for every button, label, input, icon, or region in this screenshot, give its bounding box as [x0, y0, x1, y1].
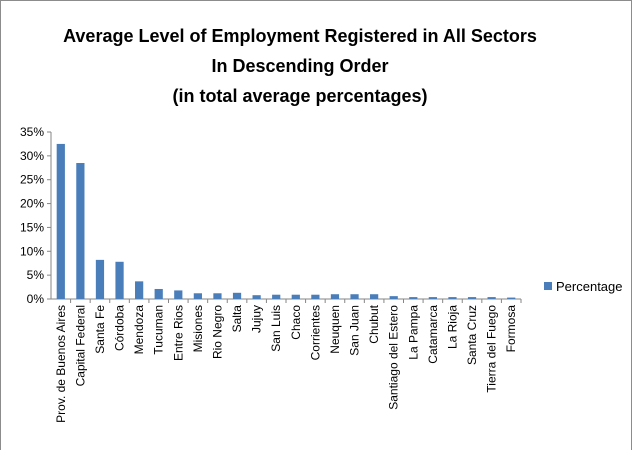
category-label: Tucuman	[152, 305, 166, 355]
bar	[135, 281, 144, 299]
bar	[252, 295, 261, 299]
category-label: Santiago del Estero	[387, 305, 401, 410]
chart-title-line-3: (in total average percentages)	[172, 86, 428, 106]
bar	[389, 296, 398, 299]
y-tick-label: 10%	[20, 244, 44, 258]
category-label: Misiones	[191, 305, 205, 352]
category-label: Salta	[230, 305, 244, 333]
category-label: Tierra del Fuego	[485, 305, 499, 393]
category-label: San Luis	[269, 305, 283, 352]
bar	[291, 294, 300, 299]
bar	[56, 143, 65, 299]
bar	[467, 297, 477, 299]
category-label: Catamarca	[426, 305, 440, 364]
bar	[350, 294, 359, 299]
bar	[487, 297, 496, 299]
chart-title-line-1: Average Level of Employment Registered i…	[63, 26, 537, 46]
bar	[330, 294, 340, 299]
category-label: La Rioja	[445, 305, 459, 349]
category-label: Capital Federal	[73, 305, 87, 386]
bar	[311, 294, 320, 299]
y-tick-label: 5%	[27, 268, 45, 282]
bar	[193, 293, 202, 299]
legend-label: Percentage	[556, 279, 623, 294]
bar	[115, 261, 124, 299]
y-tick-label: 25%	[20, 173, 44, 187]
y-tick-label: 35%	[20, 125, 44, 139]
category-label: Mendoza	[132, 305, 146, 355]
y-tick-label: 20%	[20, 197, 44, 211]
category-label: Rio Negro	[210, 305, 224, 359]
bar	[232, 292, 242, 299]
bar	[409, 297, 418, 299]
bar	[174, 290, 183, 299]
category-label: Córdoba	[113, 305, 127, 351]
category-label: La Pampa	[406, 305, 420, 360]
category-label: Neuquen	[328, 305, 342, 354]
bar	[213, 293, 222, 299]
category-label: Santa Cruz	[465, 305, 479, 365]
category-label: Formosa	[504, 305, 518, 353]
bar	[370, 294, 379, 299]
y-tick-label: 15%	[20, 220, 44, 234]
bar	[448, 297, 457, 299]
bar	[272, 294, 281, 299]
category-label: Chaco	[289, 305, 303, 340]
category-label: San Juan	[348, 305, 362, 356]
bar	[154, 288, 163, 299]
category-label: Santa Fe	[93, 305, 107, 354]
legend-swatch	[544, 282, 552, 290]
category-label: Corrientes	[308, 305, 322, 360]
bar	[95, 259, 105, 299]
category-label: Chubut	[367, 304, 381, 343]
y-tick-label: 0%	[27, 292, 45, 306]
chart-title-line-2: In Descending Order	[211, 56, 389, 76]
y-tick-label: 30%	[20, 149, 44, 163]
bar	[428, 297, 437, 299]
category-label: Prov. de Buenos Aires	[54, 305, 68, 423]
bar	[507, 297, 516, 299]
category-label: Jujuy	[250, 305, 264, 333]
bar	[76, 163, 85, 299]
category-label: Entre Rios	[171, 305, 185, 361]
